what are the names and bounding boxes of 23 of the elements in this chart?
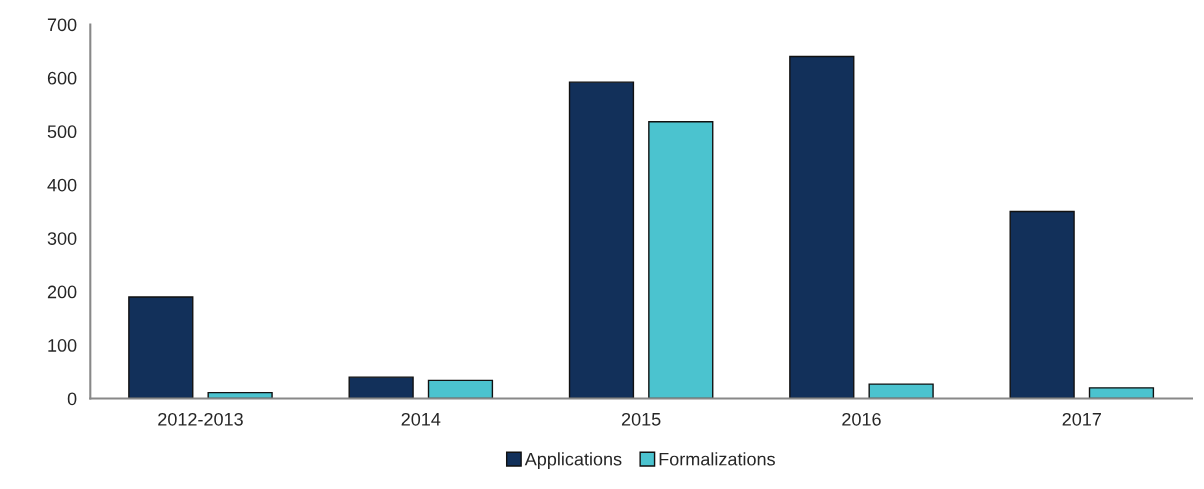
bar [1009, 210, 1075, 399]
x-tick-label: 2012-2013 [158, 412, 243, 426]
x-tick-label: 2016 [842, 412, 881, 426]
y-tick-label: 500 [47, 125, 77, 139]
legend-label: Applications [524, 452, 622, 470]
x-tick-label: 2014 [401, 412, 441, 426]
bar [568, 81, 635, 399]
y-tick-label: 100 [48, 339, 77, 352]
x-tick-label: 2017 [1062, 412, 1101, 426]
y-tick-label: 200 [47, 285, 77, 299]
y-tick-label: 400 [47, 178, 77, 192]
bar [348, 376, 414, 399]
bar [789, 55, 855, 399]
x-tick-label: 2015 [621, 412, 661, 426]
y-tick-label: 0 [67, 392, 77, 406]
y-tick-label: 300 [47, 232, 77, 245]
bar [128, 296, 194, 399]
bar [427, 379, 494, 399]
y-tick-label: 600 [47, 71, 77, 85]
bar [868, 383, 934, 399]
y-tick-label: 700 [47, 18, 77, 32]
legend-label: Formalizations [659, 452, 775, 466]
bar [648, 121, 714, 399]
